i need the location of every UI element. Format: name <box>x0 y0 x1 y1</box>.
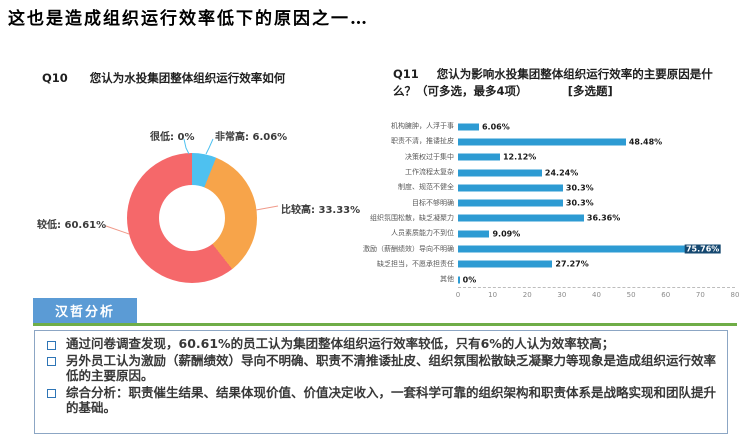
axis-spacer <box>388 287 458 302</box>
bar-value-label: 9.09% <box>492 229 521 239</box>
analysis-bullet-text: 综合分析：职责催生结果、结果体现价值、价值决定收入，一套科学可靠的组织架构和职责… <box>66 384 717 416</box>
bar-category-label: 决策权过于集中 <box>405 152 454 161</box>
donut-label-bijiaogao: 比较高: 33.33% <box>281 205 361 216</box>
bar-area: 24.24% <box>458 165 735 180</box>
q11-x-axis: 0 10 20 30 40 50 60 70 80 <box>388 287 739 302</box>
analysis-tab: 汉哲分析 <box>33 298 137 323</box>
bar <box>458 169 542 177</box>
q11-tag: Q11 <box>393 67 419 81</box>
bar <box>458 214 584 222</box>
bar-value-label: 30.3% <box>565 198 594 208</box>
bar <box>458 260 553 268</box>
donut-label-jiaodi: 较低: 60.61% <box>37 220 107 231</box>
bullet-square-icon <box>47 340 56 350</box>
bar-area: 9.09% <box>458 226 735 241</box>
q10-tag: Q10 <box>42 71 68 85</box>
bar-row: 决策权过于集中 12.12% <box>388 150 735 165</box>
analysis-bullet-text: 另外员工认为激励（薪酬绩效）导向不明确、职责不清推诿扯皮、组织氛围松散缺乏凝聚力… <box>66 352 717 384</box>
q10-question-text: 您认为水投集团整体组织运行效率如何 <box>89 71 286 85</box>
q11-question-text: 您认为影响水投集团整体组织运行效率的主要原因是什么？（可多选，最多4项） [多选… <box>393 67 713 99</box>
bar-value-label: 48.48% <box>628 137 663 147</box>
x-axis-tick: 20 <box>522 291 532 300</box>
bar-category-label: 组织氛围松散，缺乏凝聚力 <box>370 213 454 222</box>
bar-row: 工作流程太复杂 24.24% <box>388 165 735 180</box>
bar-category-label: 工作流程太复杂 <box>405 168 454 177</box>
q11-bar-chart: 机构臃肿，人浮于事 6.06% 职责不清，推诿扯皮 48.48% 决策权过于集中… <box>363 119 739 302</box>
x-axis-tick: 40 <box>592 291 601 300</box>
bar-value-label: 6.06% <box>481 122 510 132</box>
bar-value-label: 0% <box>462 275 477 285</box>
bar <box>458 276 460 284</box>
bar-area: 27.27% <box>458 257 735 272</box>
q10-question: Q10 您认为水投集团整体组织运行效率如何 <box>42 70 285 86</box>
bar-value-label: 36.36% <box>586 213 621 223</box>
bar <box>458 138 626 146</box>
bar-category-label: 职责不清，推诿扯皮 <box>391 137 454 146</box>
bar-area: 30.3% <box>458 195 735 210</box>
bar-value-label: 27.27% <box>555 259 589 269</box>
bar-category-label: 制度、规范不健全 <box>398 183 454 192</box>
bar-row: 人员素质能力不到位 9.09% <box>388 226 735 241</box>
bar-area: 75.76% <box>458 241 735 256</box>
bar-value-label: 24.24% <box>544 168 579 178</box>
analysis-bullet-3: 综合分析：职责催生结果、结果体现价值、价值决定收入，一套科学可靠的组织架构和职责… <box>43 385 717 416</box>
x-axis-tick: 30 <box>557 291 567 300</box>
bar-row: 目标不够明确 30.3% <box>388 195 735 210</box>
bar-area: 36.36% <box>458 211 735 226</box>
bar-category-label: 激励（薪酬绩效）导向不明确 <box>363 244 454 253</box>
bar-row: 组织氛围松散，缺乏凝聚力 36.36% <box>370 211 735 226</box>
bar-row: 机构臃肿，人浮于事 6.06% <box>388 119 735 134</box>
q11-question: Q11 您认为影响水投集团整体组织运行效率的主要原因是什么？（可多选，最多4项） … <box>393 66 731 101</box>
page-title: 这也是造成组织运行效率低下的原因之一… <box>8 9 369 29</box>
bar-category-label: 机构臃肿，人浮于事 <box>391 122 454 131</box>
bar-area: 6.06% <box>458 119 735 134</box>
bar <box>458 230 490 238</box>
bar-value-label: 75.76% <box>684 244 721 254</box>
bullet-square-icon <box>47 389 56 398</box>
bar-row: 职责不清，推诿扯皮 48.48% <box>388 134 735 149</box>
q10-donut <box>127 153 257 283</box>
bar-area: 0% <box>458 272 735 287</box>
accent-divider <box>33 323 737 326</box>
bar-row: 制度、规范不健全 30.3% <box>388 180 735 195</box>
analysis-box: 通过问卷调查发现，60.61%的员工认为集团整体组织运行效率较低，只有6%的人认… <box>34 330 728 434</box>
bar <box>458 199 563 207</box>
bar-category-label: 人员素质能力不到位 <box>391 229 454 238</box>
analysis-bullet-text: 通过问卷调查发现，60.61%的员工认为集团整体组织运行效率较低，只有6%的人认… <box>66 336 615 351</box>
bar-row: 激励（薪酬绩效）导向不明确 75.76% <box>363 241 735 256</box>
bar <box>458 245 721 253</box>
donut-label-feichanggao: 非常高: 6.06% <box>215 132 288 143</box>
bullet-square-icon <box>47 357 56 366</box>
bar-area: 30.3% <box>458 180 735 195</box>
donut-label-henli: 很低: 0% <box>150 132 195 143</box>
bar-category-label: 缺乏担当，不愿承担责任 <box>377 259 454 268</box>
bar-value-label: 30.3% <box>565 183 594 193</box>
bar <box>458 123 479 131</box>
x-axis-tick: 60 <box>661 291 671 300</box>
bar-row: 其他 0% <box>388 272 735 287</box>
bar <box>458 153 500 161</box>
bar-value-label: 12.12% <box>502 152 537 162</box>
x-axis-tick: 10 <box>488 291 498 300</box>
q11-x-axis-area: 0 10 20 30 40 50 60 70 80 <box>455 287 739 302</box>
bar-category-label: 目标不够明确 <box>412 198 454 207</box>
x-axis-tick: 0 <box>455 291 461 300</box>
x-axis-tick: 70 <box>695 291 705 300</box>
bar-category-label: 其他 <box>440 275 454 284</box>
x-axis-tick: 50 <box>626 291 636 300</box>
bar-area: 12.12% <box>458 150 735 165</box>
bar <box>458 184 563 192</box>
q11-bar-rows: 机构臃肿，人浮于事 6.06% 职责不清，推诿扯皮 48.48% 决策权过于集中… <box>363 119 735 287</box>
bar-row: 缺乏担当，不愿承担责任 27.27% <box>377 257 735 272</box>
x-axis-tick: 80 <box>730 291 740 300</box>
bar-area: 48.48% <box>458 134 735 149</box>
analysis-bullet-1: 通过问卷调查发现，60.61%的员工认为集团整体组织运行效率较低，只有6%的人认… <box>43 336 717 352</box>
analysis-bullet-2: 另外员工认为激励（薪酬绩效）导向不明确、职责不清推诿扯皮、组织氛围松散缺乏凝聚力… <box>43 353 717 384</box>
